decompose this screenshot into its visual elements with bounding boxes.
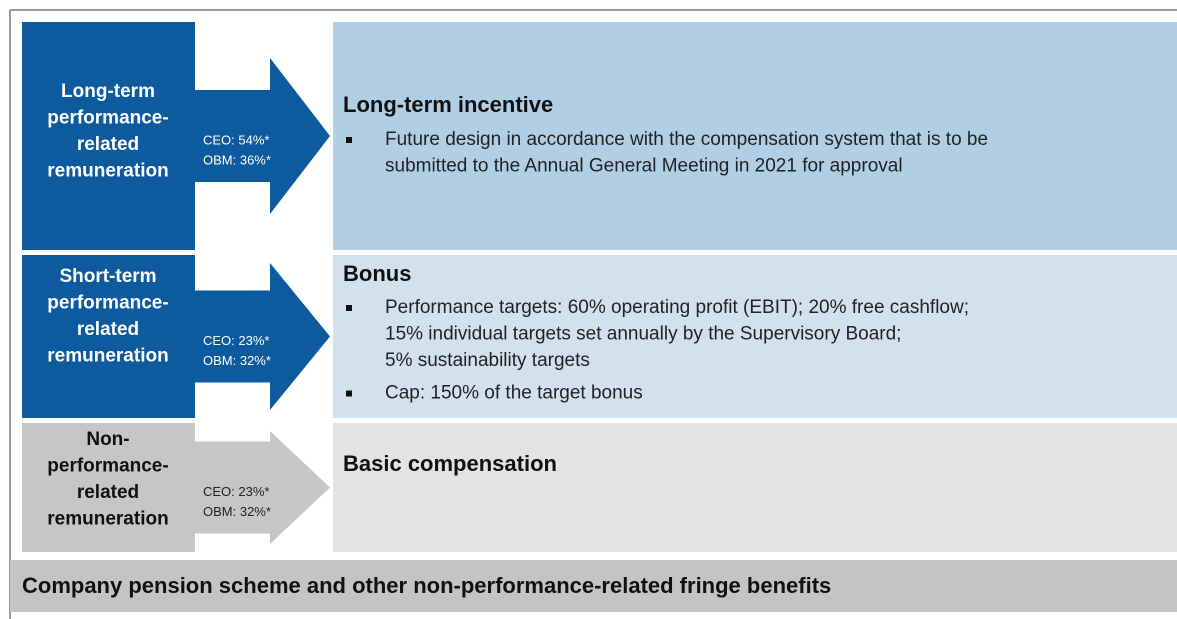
category-label: related bbox=[77, 134, 139, 155]
arrow bbox=[195, 431, 330, 544]
section-title: Long-term incentive bbox=[343, 92, 553, 117]
arrow bbox=[195, 263, 330, 410]
obm-share: OBM: 32%* bbox=[203, 504, 271, 519]
category-label: Long-term bbox=[61, 81, 155, 102]
category-box bbox=[22, 22, 195, 250]
category-label: Short-term bbox=[59, 266, 156, 287]
bullet-marker bbox=[346, 137, 352, 143]
ceo-share: CEO: 23%* bbox=[203, 333, 269, 348]
category-label: related bbox=[77, 319, 139, 340]
bullet-marker bbox=[346, 390, 352, 397]
bullet-marker bbox=[346, 305, 352, 311]
bullet-text: Performance targets: 60% operating profi… bbox=[385, 297, 969, 318]
content-box bbox=[333, 255, 1177, 418]
ceo-share: CEO: 54%* bbox=[203, 132, 269, 147]
content-box bbox=[333, 423, 1177, 552]
section-title: Bonus bbox=[343, 261, 411, 286]
category-box bbox=[22, 423, 195, 552]
category-label: remuneration bbox=[47, 509, 168, 530]
bullet-text: 5% sustainability targets bbox=[385, 350, 590, 371]
ceo-share: CEO: 23%* bbox=[203, 484, 269, 499]
content-box bbox=[333, 22, 1177, 250]
section-title: Basic compensation bbox=[343, 451, 557, 476]
obm-share: OBM: 36%* bbox=[203, 152, 271, 167]
bullet-text: Cap: 150% of the target bonus bbox=[385, 383, 643, 404]
arrow bbox=[195, 58, 330, 214]
footer-bar bbox=[10, 560, 1177, 612]
category-label: remuneration bbox=[47, 346, 168, 367]
obm-share: OBM: 32%* bbox=[203, 353, 271, 368]
category-box bbox=[22, 255, 195, 418]
category-label: performance- bbox=[47, 108, 168, 129]
bullet-text: Future design in accordance with the com… bbox=[385, 129, 988, 150]
bullet-text: 15% individual targets set annually by t… bbox=[385, 324, 901, 345]
category-label: related bbox=[77, 482, 139, 503]
footer-text: Company pension scheme and other non-per… bbox=[22, 573, 831, 598]
bullet-text: submitted to the Annual General Meeting … bbox=[385, 156, 903, 177]
category-label: remuneration bbox=[47, 161, 168, 182]
category-label: performance- bbox=[47, 456, 168, 477]
category-label: Non- bbox=[86, 429, 129, 450]
category-label: performance- bbox=[47, 293, 168, 314]
